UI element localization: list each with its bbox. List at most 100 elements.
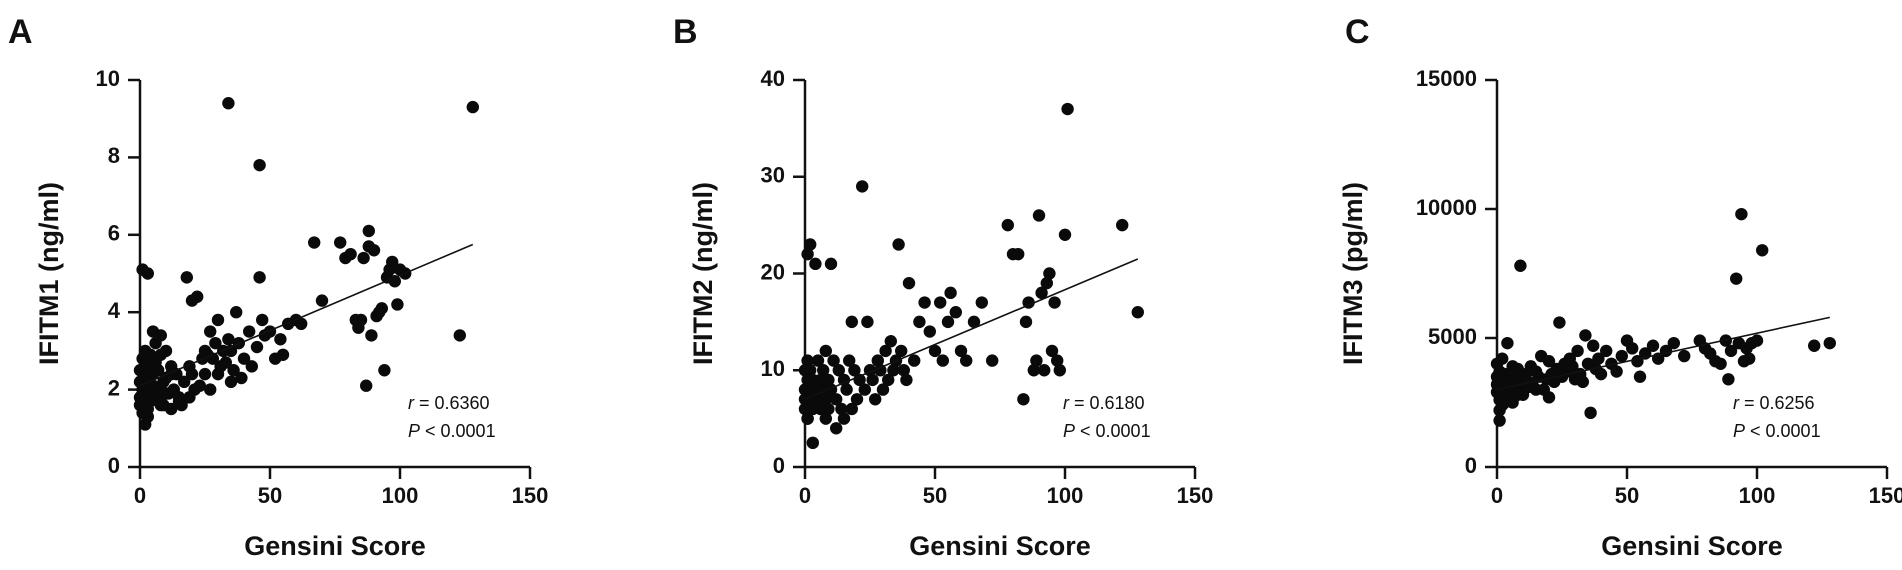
data-point [386,255,399,269]
data-point [253,158,266,172]
data-point [250,340,264,354]
data-point [887,364,900,377]
data-point [354,313,368,327]
y-tick-label: 20 [761,259,785,284]
data-point [835,402,848,416]
data-point [874,364,887,377]
data-point [1566,360,1579,373]
x-tick-label: 100 [1739,483,1776,508]
data-point [154,329,167,342]
x-tick-label: 150 [1177,483,1214,508]
data-point [913,315,926,329]
regression-line [139,243,474,387]
data-point [237,352,251,365]
data-point [892,238,905,251]
data-point [1514,259,1527,272]
p-value: < 0.0001 [425,421,496,441]
p-value-text: P < 0.0001 [1063,421,1151,441]
data-point [466,100,479,114]
data-point [235,371,248,385]
data-point [908,354,921,367]
data-point [832,364,845,377]
data-point [882,373,895,387]
data-point [936,354,949,367]
data-point [146,379,160,392]
p-value-text: P < 0.0001 [408,421,496,441]
data-point [830,393,843,406]
data-point [1038,364,1051,377]
correlation-r-text: r = 0.6180 [1063,393,1145,413]
data-point [204,325,217,338]
data-point [1542,391,1556,404]
data-point [949,306,962,319]
data-point [172,391,186,404]
data-point [861,315,874,329]
data-point [941,315,955,329]
data-point [1501,336,1514,350]
y-tick-label: 10 [96,66,120,91]
data-point [1678,349,1691,363]
data-point [357,251,370,265]
x-tick-label: 150 [512,483,549,508]
y-tick-label: 5000 [1428,324,1477,349]
data-point [858,383,871,396]
data-point [141,410,154,423]
data-point [1592,352,1605,365]
data-point [1019,315,1033,329]
data-point [391,298,404,311]
p-value: < 0.0001 [1080,421,1151,441]
data-point [884,335,897,348]
data-point [204,383,217,396]
data-point [819,412,832,425]
data-point [850,393,864,406]
y-tick-label: 15000 [1416,66,1477,91]
data-point [375,302,388,315]
data-point [801,354,814,367]
correlation-r-text: r = 0.6360 [408,393,490,413]
p-value-text: P < 0.0001 [1733,421,1821,441]
scatter-points [798,102,1145,450]
data-point [928,344,942,358]
chart-panel-c: C 0 5000 10000 15000 0 50 100 150 Gensini Score IF… [1338,13,1902,561]
data-point [222,333,235,346]
y-axis-title: IFITM1 (ng/ml) [34,182,64,365]
data-point [1823,336,1837,350]
data-point [876,383,890,396]
data-point [453,329,466,342]
data-point [159,344,173,358]
data-point [1116,218,1129,232]
data-point [224,375,238,389]
y-tick-label: 30 [761,163,785,188]
data-point [1743,352,1756,365]
data-point [1667,336,1681,350]
r-symbol: r [408,393,415,413]
data-point [1633,370,1647,383]
r-symbol: r [1063,393,1070,413]
data-point [804,402,817,416]
data-point [866,373,879,387]
r-value: = 0.6360 [419,393,490,413]
data-point [222,97,235,110]
data-point [1040,276,1054,290]
data-point [1493,414,1506,427]
data-point [845,402,858,416]
data-point [193,379,206,392]
y-tick-label: 0 [108,453,120,478]
y-tick-label: 10000 [1416,195,1477,220]
data-point [1750,334,1764,347]
x-tick-label: 0 [799,483,811,508]
data-point [918,296,931,309]
data-point [378,364,391,377]
x-tick-label: 0 [134,483,146,508]
data-point [154,398,167,412]
data-point [1579,329,1592,342]
y-axis-title: IFITM3 (pg/ml) [1338,182,1368,365]
regression-line [804,258,1139,401]
data-point [308,236,321,249]
y-tick-label: 40 [761,66,785,91]
data-point [295,317,308,331]
data-point [185,367,199,381]
data-point [227,364,240,377]
data-point [365,329,378,342]
